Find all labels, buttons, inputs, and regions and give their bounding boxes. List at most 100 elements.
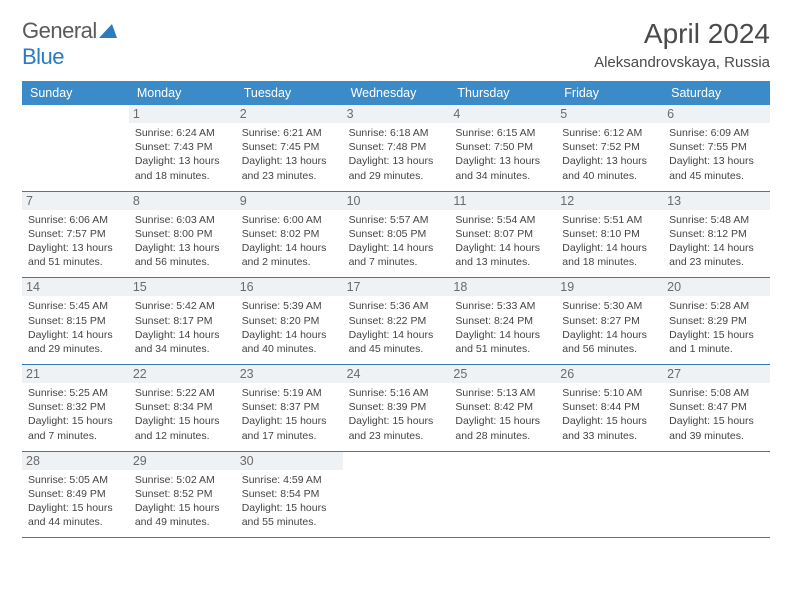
day-cell: 11Sunrise: 5:54 AMSunset: 8:07 PMDayligh… bbox=[449, 192, 556, 278]
day-cell: 15Sunrise: 5:42 AMSunset: 8:17 PMDayligh… bbox=[129, 278, 236, 364]
day-number: 4 bbox=[449, 105, 556, 123]
header: General Blue April 2024 Aleksandrovskaya… bbox=[22, 18, 770, 71]
sunset-text: Sunset: 8:49 PM bbox=[28, 487, 123, 501]
daylight-text: Daylight: 15 hours and 55 minutes. bbox=[242, 501, 337, 529]
sunset-text: Sunset: 8:15 PM bbox=[28, 314, 123, 328]
sunset-text: Sunset: 8:00 PM bbox=[135, 227, 230, 241]
daylight-text: Daylight: 15 hours and 12 minutes. bbox=[135, 414, 230, 442]
day-info: Sunrise: 5:42 AMSunset: 8:17 PMDaylight:… bbox=[135, 299, 230, 356]
day-cell: . bbox=[449, 452, 556, 538]
daylight-text: Daylight: 14 hours and 34 minutes. bbox=[135, 328, 230, 356]
sunset-text: Sunset: 7:45 PM bbox=[242, 140, 337, 154]
day-header-row: Sunday Monday Tuesday Wednesday Thursday… bbox=[22, 81, 770, 105]
daylight-text: Daylight: 14 hours and 23 minutes. bbox=[669, 241, 764, 269]
day-info: Sunrise: 6:15 AMSunset: 7:50 PMDaylight:… bbox=[455, 126, 550, 183]
daylight-text: Daylight: 15 hours and 39 minutes. bbox=[669, 414, 764, 442]
sunset-text: Sunset: 7:48 PM bbox=[349, 140, 444, 154]
day-number: 20 bbox=[663, 278, 770, 296]
sunset-text: Sunset: 8:27 PM bbox=[562, 314, 657, 328]
daylight-text: Daylight: 15 hours and 44 minutes. bbox=[28, 501, 123, 529]
day-info: Sunrise: 6:18 AMSunset: 7:48 PMDaylight:… bbox=[349, 126, 444, 183]
day-cell: 3Sunrise: 6:18 AMSunset: 7:48 PMDaylight… bbox=[343, 105, 450, 191]
daylight-text: Daylight: 14 hours and 13 minutes. bbox=[455, 241, 550, 269]
day-number: 7 bbox=[22, 192, 129, 210]
sunrise-text: Sunrise: 6:06 AM bbox=[28, 213, 123, 227]
daylight-text: Daylight: 14 hours and 18 minutes. bbox=[562, 241, 657, 269]
daylight-text: Daylight: 14 hours and 40 minutes. bbox=[242, 328, 337, 356]
sunrise-text: Sunrise: 5:10 AM bbox=[562, 386, 657, 400]
sunrise-text: Sunrise: 6:09 AM bbox=[669, 126, 764, 140]
sunrise-text: Sunrise: 5:42 AM bbox=[135, 299, 230, 313]
logo-part1: General bbox=[22, 18, 97, 43]
day-cell: 13Sunrise: 5:48 AMSunset: 8:12 PMDayligh… bbox=[663, 192, 770, 278]
day-number: 19 bbox=[556, 278, 663, 296]
sunset-text: Sunset: 8:02 PM bbox=[242, 227, 337, 241]
day-number: 8 bbox=[129, 192, 236, 210]
day-cell: 28 Sunrise: 5:05 AMSunset: 8:49 PMDayligh… bbox=[22, 452, 129, 538]
daylight-text: Daylight: 13 hours and 34 minutes. bbox=[455, 154, 550, 182]
day-cell: 1Sunrise: 6:24 AMSunset: 7:43 PMDaylight… bbox=[129, 105, 236, 191]
day-cell: . bbox=[663, 452, 770, 538]
daylight-text: Daylight: 15 hours and 7 minutes. bbox=[28, 414, 123, 442]
sunrise-text: Sunrise: 6:12 AM bbox=[562, 126, 657, 140]
sunset-text: Sunset: 8:29 PM bbox=[669, 314, 764, 328]
day-number: 28 bbox=[22, 452, 129, 470]
daylight-text: Daylight: 14 hours and 29 minutes. bbox=[28, 328, 123, 356]
day-cell: 27Sunrise: 5:08 AMSunset: 8:47 PMDayligh… bbox=[663, 365, 770, 451]
day-cell: 16Sunrise: 5:39 AMSunset: 8:20 PMDayligh… bbox=[236, 278, 343, 364]
day-info: Sunrise: 5:30 AMSunset: 8:27 PMDaylight:… bbox=[562, 299, 657, 356]
logo-text: General Blue bbox=[22, 18, 117, 70]
sunset-text: Sunset: 8:47 PM bbox=[669, 400, 764, 414]
sunrise-text: Sunrise: 5:05 AM bbox=[28, 473, 123, 487]
day-info: Sunrise: 5:13 AMSunset: 8:42 PMDaylight:… bbox=[455, 386, 550, 443]
weeks-container: . 1Sunrise: 6:24 AMSunset: 7:43 PMDayligh… bbox=[22, 105, 770, 538]
daylight-text: Daylight: 14 hours and 45 minutes. bbox=[349, 328, 444, 356]
day-info: Sunrise: 5:45 AMSunset: 8:15 PMDaylight:… bbox=[28, 299, 123, 356]
day-info: Sunrise: 5:25 AMSunset: 8:32 PMDaylight:… bbox=[28, 386, 123, 443]
day-number: 25 bbox=[449, 365, 556, 383]
day-header: Friday bbox=[556, 81, 663, 105]
week-row: 14Sunrise: 5:45 AMSunset: 8:15 PMDayligh… bbox=[22, 278, 770, 365]
sunrise-text: Sunrise: 5:48 AM bbox=[669, 213, 764, 227]
daylight-text: Daylight: 13 hours and 23 minutes. bbox=[242, 154, 337, 182]
day-cell: 9Sunrise: 6:00 AMSunset: 8:02 PMDaylight… bbox=[236, 192, 343, 278]
sunset-text: Sunset: 7:55 PM bbox=[669, 140, 764, 154]
daylight-text: Daylight: 14 hours and 51 minutes. bbox=[455, 328, 550, 356]
sunrise-text: Sunrise: 6:21 AM bbox=[242, 126, 337, 140]
day-info: Sunrise: 5:19 AMSunset: 8:37 PMDaylight:… bbox=[242, 386, 337, 443]
day-cell: 30Sunrise: 4:59 AMSunset: 8:54 PMDayligh… bbox=[236, 452, 343, 538]
day-cell: 14Sunrise: 5:45 AMSunset: 8:15 PMDayligh… bbox=[22, 278, 129, 364]
day-info: Sunrise: 6:06 AMSunset: 7:57 PMDaylight:… bbox=[28, 213, 123, 270]
day-header: Wednesday bbox=[343, 81, 450, 105]
day-info: Sunrise: 5:05 AMSunset: 8:49 PMDaylight:… bbox=[28, 473, 123, 530]
day-cell: 10Sunrise: 5:57 AMSunset: 8:05 PMDayligh… bbox=[343, 192, 450, 278]
day-number: 16 bbox=[236, 278, 343, 296]
day-cell: 21 Sunrise: 5:25 AMSunset: 8:32 PMDayligh… bbox=[22, 365, 129, 451]
sunset-text: Sunset: 8:37 PM bbox=[242, 400, 337, 414]
daylight-text: Daylight: 13 hours and 40 minutes. bbox=[562, 154, 657, 182]
day-number: 5 bbox=[556, 105, 663, 123]
sunrise-text: Sunrise: 5:25 AM bbox=[28, 386, 123, 400]
day-header: Tuesday bbox=[236, 81, 343, 105]
day-info: Sunrise: 5:57 AMSunset: 8:05 PMDaylight:… bbox=[349, 213, 444, 270]
day-number: 12 bbox=[556, 192, 663, 210]
day-info: Sunrise: 4:59 AMSunset: 8:54 PMDaylight:… bbox=[242, 473, 337, 530]
day-number: 21 bbox=[22, 365, 129, 383]
sunrise-text: Sunrise: 6:00 AM bbox=[242, 213, 337, 227]
title-block: April 2024 Aleksandrovskaya, Russia bbox=[594, 18, 770, 71]
sunset-text: Sunset: 8:34 PM bbox=[135, 400, 230, 414]
daylight-text: Daylight: 13 hours and 51 minutes. bbox=[28, 241, 123, 269]
day-number: 18 bbox=[449, 278, 556, 296]
day-cell: 26Sunrise: 5:10 AMSunset: 8:44 PMDayligh… bbox=[556, 365, 663, 451]
day-info: Sunrise: 5:51 AMSunset: 8:10 PMDaylight:… bbox=[562, 213, 657, 270]
day-number: 24 bbox=[343, 365, 450, 383]
sunrise-text: Sunrise: 5:30 AM bbox=[562, 299, 657, 313]
day-number: 23 bbox=[236, 365, 343, 383]
sunset-text: Sunset: 8:54 PM bbox=[242, 487, 337, 501]
sunset-text: Sunset: 8:12 PM bbox=[669, 227, 764, 241]
sunrise-text: Sunrise: 5:51 AM bbox=[562, 213, 657, 227]
sunrise-text: Sunrise: 5:33 AM bbox=[455, 299, 550, 313]
day-info: Sunrise: 5:22 AMSunset: 8:34 PMDaylight:… bbox=[135, 386, 230, 443]
sunset-text: Sunset: 8:17 PM bbox=[135, 314, 230, 328]
day-info: Sunrise: 5:02 AMSunset: 8:52 PMDaylight:… bbox=[135, 473, 230, 530]
